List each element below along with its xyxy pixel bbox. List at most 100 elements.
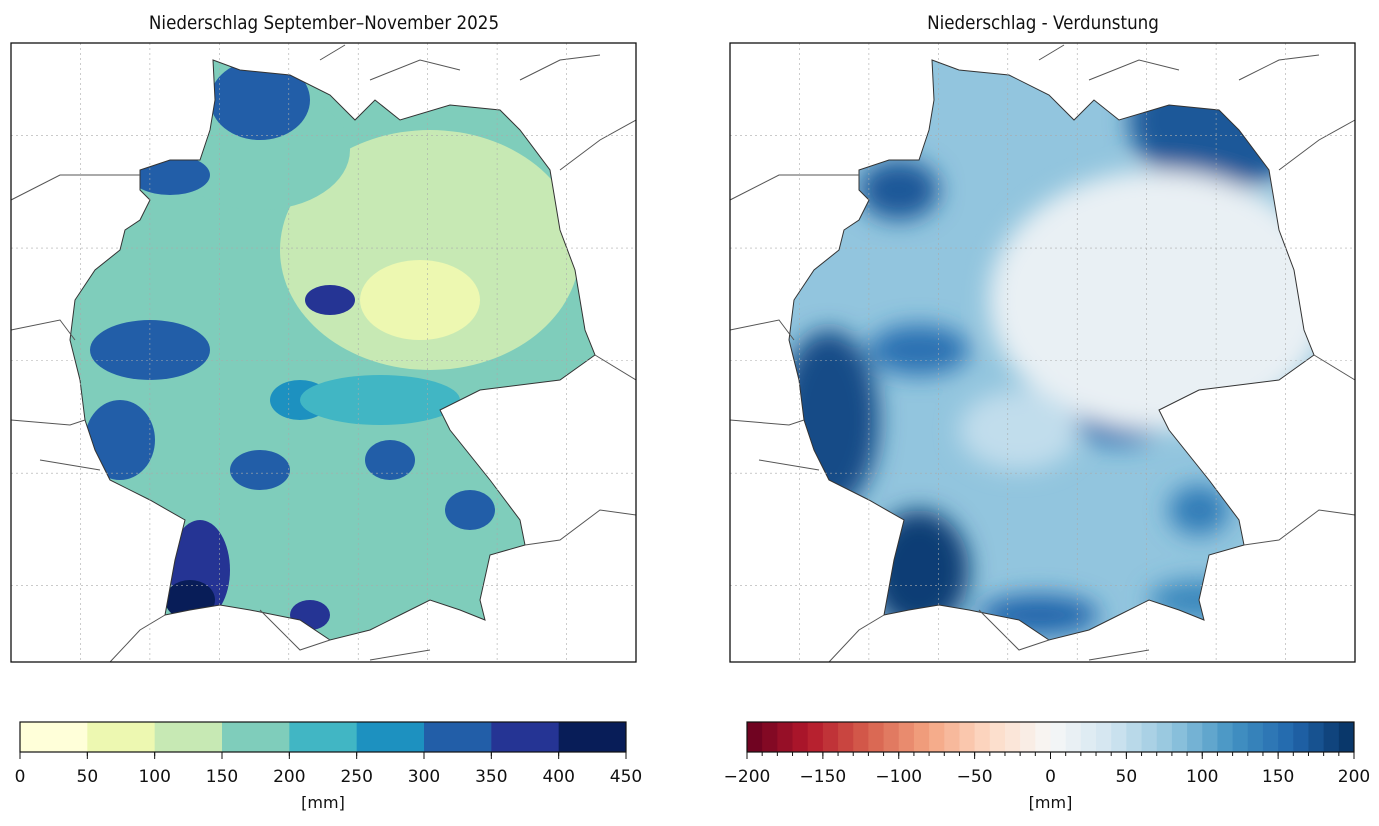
balance-region bbox=[1169, 485, 1229, 535]
colorbar-bin bbox=[1232, 722, 1249, 752]
colorbar-tick-label: −200 bbox=[724, 767, 771, 787]
colorbar-bin bbox=[1004, 722, 1021, 752]
colorbar-bin bbox=[1111, 722, 1127, 752]
colorbar-tick-label: 150 bbox=[206, 767, 238, 787]
country-border bbox=[729, 319, 795, 341]
balance-region bbox=[859, 160, 939, 220]
colorbar-tick-label: −100 bbox=[875, 767, 922, 787]
map-panel-0 bbox=[10, 42, 637, 663]
country-border bbox=[369, 59, 461, 81]
precip-region bbox=[300, 375, 460, 425]
country-border bbox=[758, 459, 820, 471]
country-border bbox=[39, 459, 101, 471]
colorbar-tick-label: 50 bbox=[77, 767, 99, 787]
colorbar-bin bbox=[777, 722, 794, 752]
country-border bbox=[594, 354, 637, 381]
colorbar-1: −200 −150 −100 −50 0 50 100 150 200 [mm] bbox=[724, 721, 1370, 812]
colorbar-tick-label: 400 bbox=[542, 767, 574, 787]
map-title-precip-minus-evaporation: Niederschlag - Verdunstung bbox=[927, 12, 1159, 34]
precip-region bbox=[170, 90, 350, 210]
colorbar-bin bbox=[1323, 722, 1340, 752]
country-border bbox=[729, 174, 859, 201]
country-border bbox=[1313, 354, 1356, 381]
colorbar-bin bbox=[289, 722, 358, 752]
balance-region bbox=[959, 390, 1079, 470]
colorbar-bin bbox=[1247, 722, 1264, 752]
country-border bbox=[319, 44, 346, 61]
country-border bbox=[259, 609, 331, 651]
colorbar-tick-label: −50 bbox=[957, 767, 993, 787]
colorbar-bin bbox=[838, 722, 854, 752]
colorbar-tick-label: 350 bbox=[475, 767, 507, 787]
precip-region bbox=[210, 60, 310, 140]
colorbar-bin bbox=[1141, 722, 1158, 752]
colorbar-tick-label: 50 bbox=[1116, 767, 1138, 787]
colorbar-bin bbox=[853, 722, 869, 752]
colorbar-bin bbox=[1020, 722, 1036, 752]
colorbar-bin bbox=[1262, 722, 1279, 752]
balance-region bbox=[869, 325, 969, 375]
colorbar-bin bbox=[1187, 722, 1203, 752]
colorbar-frame bbox=[19, 721, 627, 753]
country-border bbox=[978, 609, 1050, 651]
colorbar-bin bbox=[87, 722, 156, 752]
country-border bbox=[524, 509, 637, 546]
colorbar-bin bbox=[1293, 722, 1309, 752]
colorbar-unit-label: [mm] bbox=[1029, 793, 1073, 812]
colorbar-bin bbox=[929, 722, 945, 752]
precip-region bbox=[445, 490, 495, 530]
country-border bbox=[828, 614, 885, 663]
colorbar-tick-label: 200 bbox=[1338, 767, 1370, 787]
colorbar-tick-label: 0 bbox=[15, 767, 26, 787]
colorbar-bin bbox=[974, 722, 991, 752]
country-border bbox=[729, 419, 805, 426]
country-border bbox=[1038, 44, 1065, 61]
colorbar-bin bbox=[762, 722, 778, 752]
country-border bbox=[519, 54, 601, 81]
colorbar-bin bbox=[154, 722, 223, 752]
country-border bbox=[1238, 54, 1320, 81]
colorbar-bin bbox=[792, 722, 809, 752]
precip-region bbox=[85, 400, 155, 480]
country-border bbox=[10, 174, 140, 201]
colorbar-bin bbox=[1065, 722, 1082, 752]
precip-region bbox=[365, 440, 415, 480]
precip-region bbox=[360, 260, 480, 340]
colorbar-bin bbox=[1217, 722, 1234, 752]
colorbar-0: 0 50 100 150 200 250 300 350 400 450 [mm] bbox=[15, 721, 642, 812]
colorbar-bin bbox=[822, 722, 839, 752]
colorbar-tick-label: 100 bbox=[138, 767, 170, 787]
colorbar-unit-label: [mm] bbox=[301, 793, 345, 812]
colorbar-bin bbox=[1308, 722, 1325, 752]
colorbar-bin bbox=[913, 722, 930, 752]
map-title-precipitation: Niederschlag September–November 2025 bbox=[148, 12, 500, 34]
country-border bbox=[1088, 59, 1180, 81]
country-border bbox=[369, 649, 431, 661]
colorbar-bin bbox=[959, 722, 976, 752]
colorbar-bin bbox=[807, 722, 824, 752]
colorbar-bin bbox=[1278, 722, 1294, 752]
colorbar-tick-label: 450 bbox=[610, 767, 642, 787]
map-frame bbox=[10, 42, 637, 663]
colorbar-bin bbox=[222, 722, 290, 752]
colorbar-bin bbox=[944, 722, 960, 752]
colorbar-bin bbox=[558, 722, 627, 752]
colorbar-bin bbox=[1035, 722, 1051, 752]
balance-region bbox=[989, 170, 1314, 430]
colorbar-bin bbox=[20, 722, 88, 752]
country-border bbox=[1088, 649, 1150, 661]
colorbar-bin bbox=[356, 722, 425, 752]
colorbar-tick-label: 150 bbox=[1262, 767, 1294, 787]
colorbar-bin bbox=[1080, 722, 1097, 752]
colorbar-tick-label: 200 bbox=[273, 767, 305, 787]
germany-border bbox=[69, 59, 596, 641]
colorbar-tick-label: 100 bbox=[1186, 767, 1218, 787]
colorbar-tick-label: 0 bbox=[1045, 767, 1056, 787]
precip-region bbox=[230, 450, 290, 490]
colorbar-bin bbox=[898, 722, 915, 752]
colorbar-bin bbox=[1096, 722, 1112, 752]
colorbar-bin bbox=[1050, 722, 1067, 752]
colorbar-tick-label: −150 bbox=[800, 767, 847, 787]
colorbar-bin bbox=[491, 722, 560, 752]
colorbar-bin bbox=[1171, 722, 1188, 752]
